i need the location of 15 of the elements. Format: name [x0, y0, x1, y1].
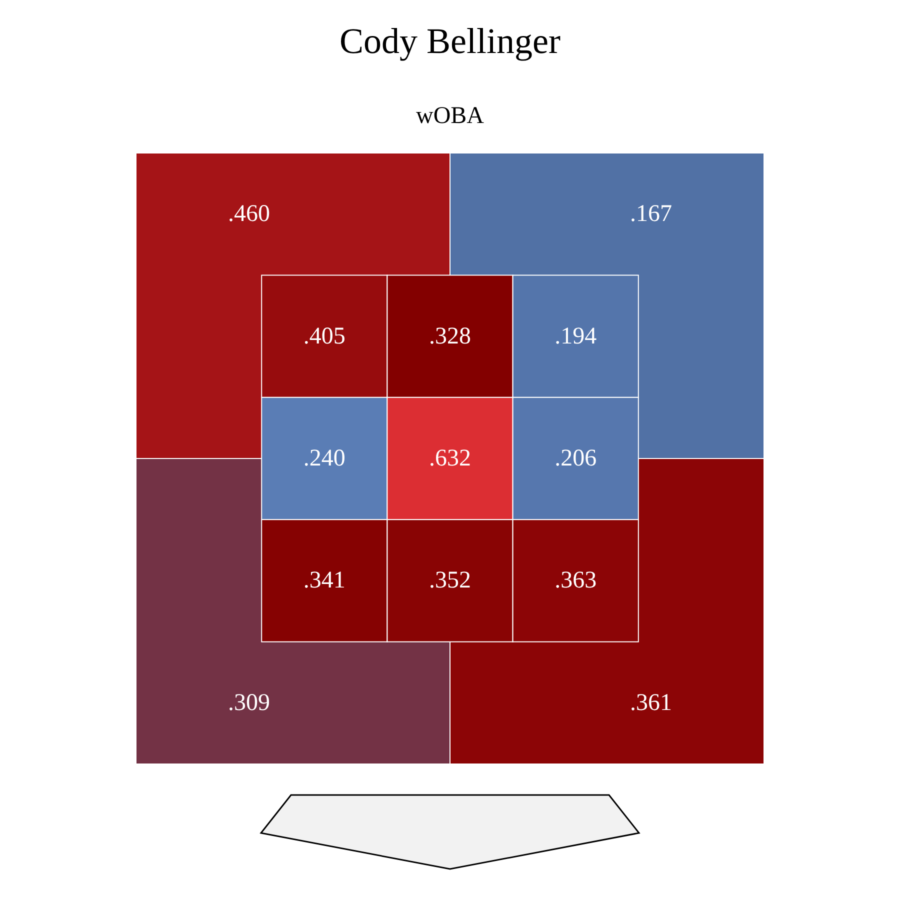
data-label: .460	[228, 201, 270, 228]
data-label: .352	[429, 568, 471, 594]
data-label: .405	[303, 323, 346, 350]
data-label: .632	[429, 446, 471, 472]
data-label: .206	[554, 446, 597, 472]
data-label: .194	[554, 323, 597, 350]
chart-subtitle: wOBA	[414, 103, 485, 130]
data-label: .240	[303, 446, 346, 472]
data-label: .341	[303, 568, 346, 594]
data-label: .363	[554, 568, 597, 594]
data-label: .361	[630, 690, 672, 716]
chart-title: Cody Bellinger	[338, 20, 562, 62]
data-label: .167	[630, 201, 672, 228]
data-label: .309	[228, 690, 270, 716]
data-label: .328	[429, 323, 471, 350]
